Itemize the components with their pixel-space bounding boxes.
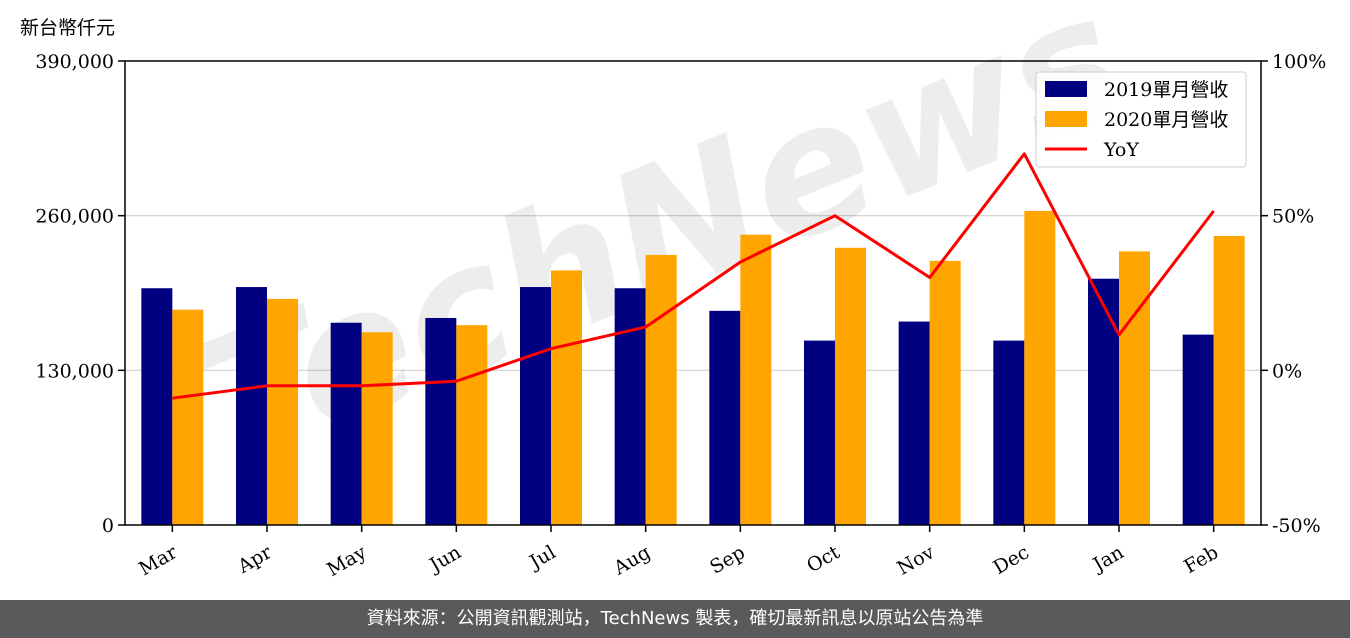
x-tick-label-apr: Apr — [233, 541, 276, 578]
bar-2019-dec — [993, 340, 1025, 525]
bar-2020-aug — [645, 254, 677, 525]
left-tick-label: 390,000 — [35, 51, 114, 73]
bar-2020-jun — [456, 325, 488, 525]
x-tick-label-feb: Feb — [1180, 541, 1222, 578]
right-tick-label: -50% — [1272, 515, 1321, 537]
left-tick-label: 260,000 — [35, 206, 114, 228]
bar-2020-nov — [929, 260, 961, 525]
bar-2020-sep — [740, 234, 772, 525]
bar-2019-jun — [425, 317, 457, 525]
bar-2019-apr — [236, 287, 267, 525]
x-tick-label-oct: Oct — [803, 541, 844, 577]
x-tick-label-sep: Sep — [706, 541, 749, 578]
bar-2020-feb — [1213, 235, 1245, 525]
bar-2019-nov — [898, 321, 930, 525]
right-tick-label: 0% — [1272, 360, 1302, 382]
yoy-line — [172, 152, 1215, 400]
bar-series — [141, 210, 1245, 526]
gridlines — [125, 215, 1261, 371]
left-tick-label: 0 — [102, 515, 114, 537]
x-tick-label-may: May — [323, 541, 370, 581]
right-y-axis: -50% 0% 50% 100% — [1261, 51, 1326, 537]
bar-2020-dec — [1024, 210, 1056, 525]
bar-2020-mar — [172, 309, 204, 525]
bar-2020-jan — [1119, 251, 1150, 525]
bar-2019-jan — [1088, 278, 1119, 525]
chart-area: 新台幣仟元 TechNews 0 130,000 260,000 390,000 -5… — [20, 0, 1326, 581]
legend-label-1: 2020單月營收 — [1104, 109, 1228, 131]
source-footer: 資料來源：公開資訊觀測站，TechNews 製表，確切最新訊息以原站公告為準 — [0, 600, 1350, 638]
bar-2019-may — [330, 322, 362, 525]
x-tick-label-mar: Mar — [135, 541, 181, 580]
plot-frame — [124, 60, 1262, 526]
legend-label-0: 2019單月營收 — [1104, 79, 1228, 101]
left-y-axis: 0 130,000 260,000 390,000 — [35, 51, 125, 537]
legend-swatch-0 — [1045, 81, 1087, 97]
y-axis-unit-label: 新台幣仟元 — [20, 17, 115, 39]
bar-2019-jul — [520, 287, 551, 525]
bar-2020-may — [361, 332, 393, 525]
x-axis: Mar Apr May Jun Jul Aug Sep Oct Nov Dec Jan Feb — [135, 525, 1222, 581]
x-tick-label-jul: Jul — [524, 541, 559, 574]
x-tick-label-jun: Jun — [424, 541, 465, 577]
bar-2019-mar — [141, 288, 173, 525]
legend-swatch-1 — [1045, 111, 1087, 127]
right-tick-label: 100% — [1272, 51, 1326, 73]
x-tick-label-nov: Nov — [894, 541, 939, 580]
bar-2019-feb — [1182, 334, 1214, 525]
legend: 2019單月營收 2020單月營收 YoY — [1035, 71, 1247, 168]
right-tick-label: 50% — [1272, 206, 1314, 228]
bar-2019-oct — [804, 340, 835, 525]
legend-label-2: YoY — [1103, 139, 1139, 161]
yoy-line-series — [172, 152, 1215, 400]
bar-2020-jul — [551, 270, 582, 525]
bar-2019-aug — [614, 288, 646, 525]
legend-box — [1035, 71, 1247, 168]
x-tick-label-jan: Jan — [1088, 541, 1128, 577]
bar-2019-sep — [709, 310, 741, 525]
bar-2020-oct — [835, 247, 866, 526]
x-tick-label-aug: Aug — [609, 541, 654, 580]
left-tick-label: 130,000 — [35, 360, 114, 382]
x-tick-label-dec: Dec — [990, 541, 1033, 579]
bar-2020-apr — [267, 298, 298, 525]
